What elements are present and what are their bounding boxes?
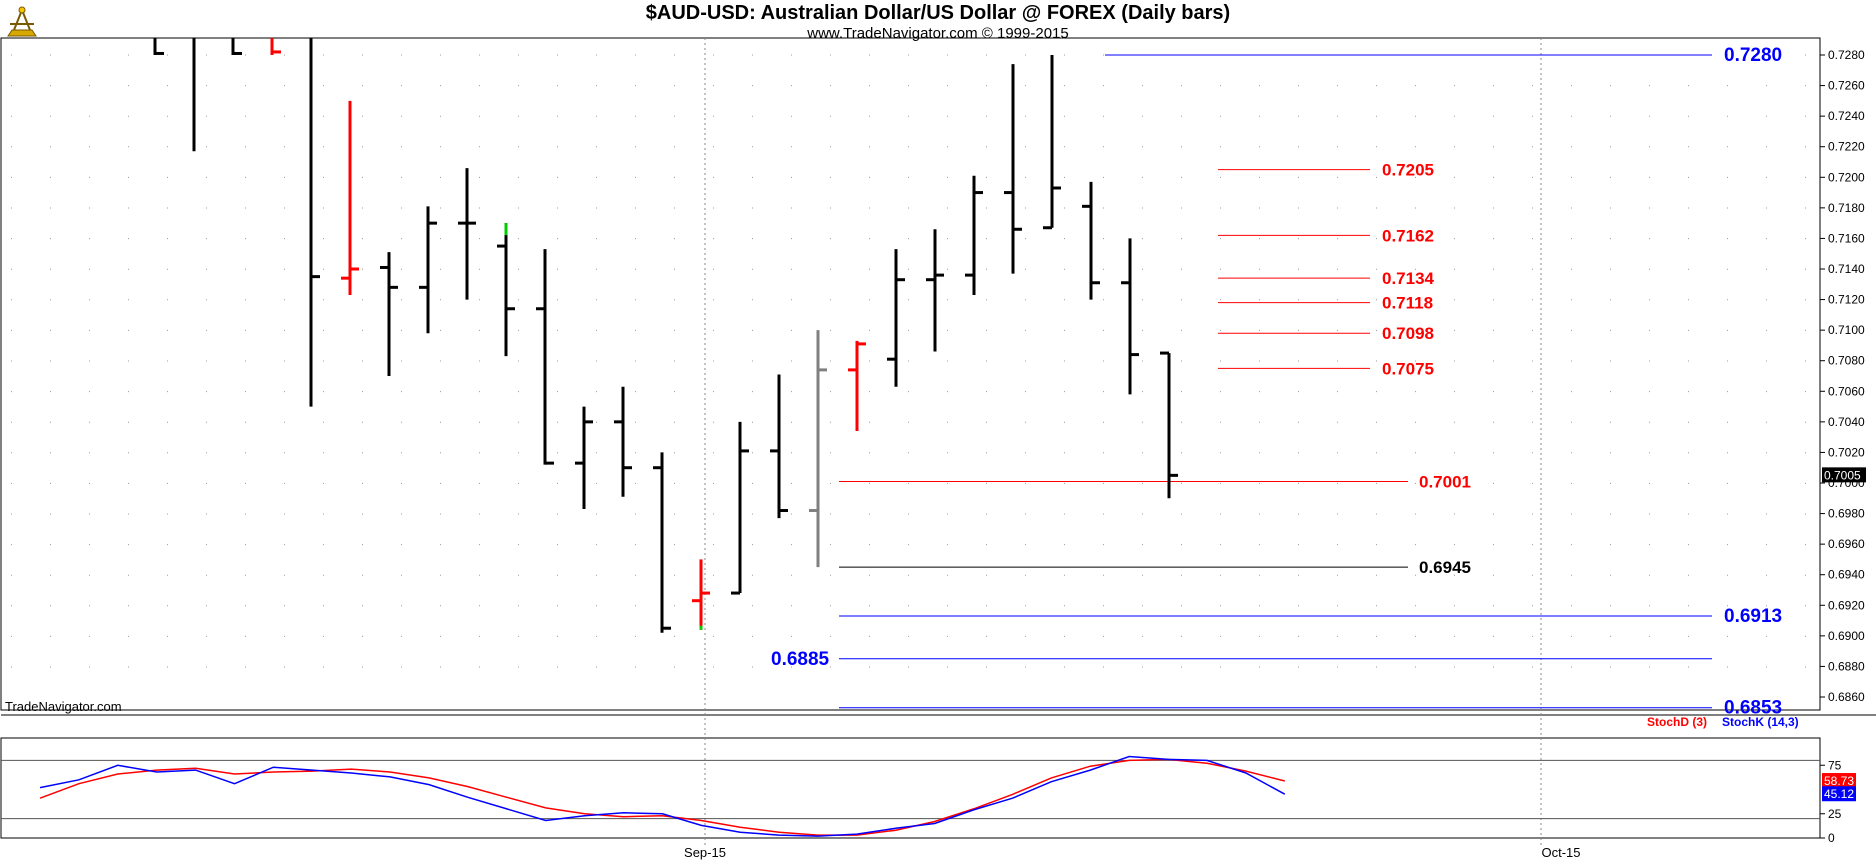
watermark-text: TradeNavigator.com [5,699,122,714]
stoch-panel-frame [0,737,1821,839]
y-tick-label: 0.7040 [1828,415,1865,429]
last-price-tag [1822,467,1866,483]
y-tick-label: 0.6980 [1828,507,1865,521]
x-tick-label: Sep-15 [684,845,726,860]
last-price-label: 0.7005 [1824,468,1861,482]
y-tick-label: 0.6920 [1828,598,1865,612]
y-tick-label: 0.6940 [1828,568,1865,582]
x-tick-label: Oct-15 [1541,845,1580,860]
y-tick-label: 0.7120 [1828,293,1865,307]
y-tick-label: 0.7140 [1828,262,1865,276]
y-tick-label: 0.7260 [1828,79,1865,93]
stoch-y-tick-label: 25 [1828,807,1842,821]
level-label-0.7134: 0.7134 [1382,269,1435,288]
y-tick-label: 0.7240 [1828,109,1865,123]
level-label-0.7118: 0.7118 [1382,294,1433,313]
stoch-value-label: 45.12 [1824,787,1854,801]
y-tick-label: 0.7160 [1828,231,1865,245]
y-tick-label: 0.7100 [1828,323,1865,337]
level-label-0.7001: 0.7001 [1419,472,1471,491]
price-panel-frame [0,37,1821,711]
level-label-0.6945: 0.6945 [1419,558,1471,577]
y-tick-label: 0.7060 [1828,384,1865,398]
stoch-value-tag [1822,773,1856,789]
level-label-0.6885: 0.6885 [771,649,830,670]
tradenavigator-logo-icon [2,2,42,47]
stoch-y-tick-label: 0 [1828,831,1835,845]
stoch-series-line [39,758,1285,836]
stoch-series-line [39,755,1286,837]
y-tick-label: 0.6860 [1828,690,1865,704]
level-label-0.7075: 0.7075 [1382,359,1434,378]
level-label-0.7162: 0.7162 [1382,226,1434,245]
chart-title: $AUD-USD: Australian Dollar/US Dollar @ … [645,2,1231,24]
y-tick-label: 0.7220 [1828,140,1865,154]
stoch-value-tag [1822,786,1856,802]
level-label-0.7098: 0.7098 [1382,324,1434,343]
level-label-0.7280: 0.7280 [1724,45,1782,66]
y-tick-label: 0.7280 [1828,48,1865,62]
y-tick-label: 0.7020 [1828,445,1865,459]
y-tick-label: 0.7180 [1828,201,1865,215]
chart-subtitle: www.TradeNavigator.com © 1999-2015 [807,25,1069,42]
stoch-k-legend: StochK (14,3) [1722,715,1799,729]
y-tick-label: 0.7080 [1828,354,1865,368]
y-tick-label: 0.6880 [1828,659,1865,673]
level-label-0.6913: 0.6913 [1724,606,1782,627]
stoch-y-tick-label: 75 [1828,758,1842,772]
y-tick-label: 0.6960 [1828,537,1865,551]
y-tick-label: 0.6900 [1828,629,1865,643]
level-label-0.7205: 0.7205 [1382,161,1434,180]
y-tick-label: 0.7200 [1828,170,1865,184]
level-label-0.6853: 0.6853 [1724,698,1782,719]
stoch-value-label: 58.73 [1824,774,1854,788]
stoch-d-legend: StochD (3) [1647,715,1707,729]
